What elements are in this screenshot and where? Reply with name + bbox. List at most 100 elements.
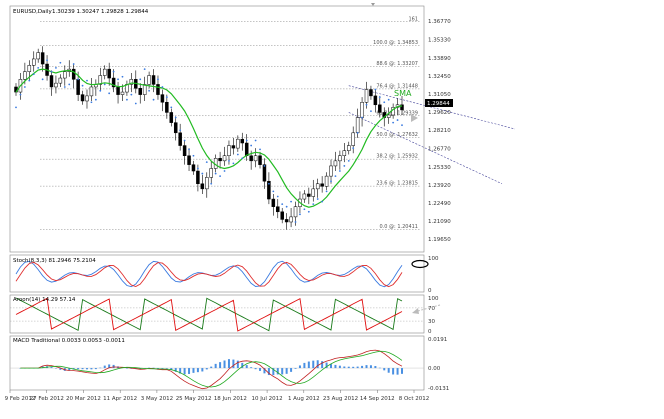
- candle-body: [165, 102, 169, 113]
- sma-line: [15, 68, 403, 208]
- stoch-highlight-ellipse: [411, 259, 429, 269]
- sar-dot: [370, 110, 372, 113]
- sar-dot: [41, 78, 44, 81]
- candle-body: [315, 183, 320, 190]
- sar-dot: [272, 190, 275, 193]
- candle-body: [80, 94, 85, 102]
- sar-dot: [197, 167, 199, 170]
- sar-dot: [387, 98, 390, 101]
- candle-body: [200, 183, 205, 190]
- macd-hist-bar: [161, 368, 164, 369]
- sar-dot: [152, 98, 155, 101]
- candle-body: [244, 142, 249, 156]
- candle-body: [160, 94, 165, 103]
- macd-hist-bar: [303, 362, 306, 369]
- candle-body: [218, 158, 222, 162]
- sar-dot: [63, 86, 66, 88]
- candle-body: [222, 155, 227, 162]
- macd-hist-bar: [298, 365, 301, 369]
- sar-dot: [245, 139, 248, 142]
- candle-body: [373, 95, 378, 106]
- candle-body: [169, 112, 174, 123]
- macd-hist-bar: [108, 364, 111, 369]
- candle-body: [351, 132, 355, 146]
- aroon-arrow-icon: [412, 308, 419, 314]
- y-tick-label: 1.32450: [428, 74, 451, 80]
- sar-dot: [37, 66, 40, 69]
- aroon-label: Aroon(14) 14.29 57.14: [13, 297, 76, 303]
- sar-dot: [352, 147, 355, 150]
- fib-label: 61.8 @: 1.29339: [376, 110, 418, 116]
- macd-y-tick: 0.00: [428, 366, 441, 372]
- candle-body: [289, 216, 293, 223]
- macd-hist-bar: [387, 368, 390, 373]
- candle-body: [182, 145, 187, 156]
- macd-hist-bar: [396, 368, 399, 375]
- sar-dot: [126, 98, 128, 101]
- sar-dot: [23, 86, 26, 88]
- sar-dot: [321, 200, 324, 203]
- macd-hist-bar: [263, 368, 266, 374]
- x-tick-label: 20 Mar 2012: [66, 396, 101, 402]
- aroon-down-line: [15, 297, 403, 332]
- candle-body: [178, 132, 182, 146]
- sar-dot: [236, 153, 239, 156]
- macd-hist-bar: [85, 368, 88, 370]
- macd-hist-bar: [192, 368, 195, 373]
- x-tick-label: 27 Feb 2012: [30, 396, 64, 402]
- candle-body: [205, 177, 209, 190]
- macd-y-tick: -0.0131: [428, 386, 449, 392]
- candle-body: [102, 68, 107, 76]
- candle-body: [262, 164, 267, 182]
- fib-label: 0.0 @: 1.20411: [380, 224, 419, 230]
- candle-body: [63, 71, 67, 79]
- y-tick-label: 1.25330: [428, 165, 451, 171]
- sar-dot: [356, 131, 359, 134]
- macd-hist-bar: [392, 368, 395, 375]
- macd-hist-bar: [272, 368, 275, 376]
- sar-dot: [401, 124, 403, 127]
- y-tick-label: 1.19650: [428, 237, 451, 243]
- macd-hist-bar: [236, 360, 239, 369]
- sar-dot: [232, 162, 235, 165]
- macd-hist-bar: [365, 365, 368, 369]
- stoch-label: Stoch(8,3,3) 81.2946 75.2104: [13, 258, 96, 264]
- macd-hist-bar: [59, 368, 62, 370]
- sar-dot: [383, 101, 386, 104]
- macd-hist-bar: [148, 367, 151, 369]
- sar-dot: [250, 144, 253, 147]
- main-panel: [9, 5, 425, 253]
- upper-trendline: [348, 85, 516, 130]
- macd-hist-bar: [94, 368, 97, 370]
- sar-dot: [143, 68, 146, 71]
- macd-hist-bar: [378, 367, 381, 369]
- stoch-y-tick: 0: [428, 288, 432, 294]
- fib-label: 23.6 @: 1.23815: [376, 181, 418, 187]
- sar-dot: [99, 89, 102, 92]
- macd-hist-bar: [276, 368, 279, 375]
- candle-body: [253, 155, 258, 162]
- candle-body: [89, 86, 94, 97]
- macd-hist-bar: [241, 362, 244, 369]
- macd-hist-bar: [316, 360, 319, 369]
- macd-hist-bar: [68, 368, 71, 371]
- x-tick-label: 14 Sep 2012: [360, 396, 395, 402]
- macd-hist-bar: [281, 368, 284, 375]
- macd-hist-bar: [285, 368, 288, 374]
- sar-dot: [170, 106, 173, 109]
- sar-dot: [117, 78, 119, 81]
- sar-dot: [130, 93, 133, 96]
- y-tick-label: 1.21090: [428, 219, 451, 225]
- macd-hist-bar: [112, 364, 115, 369]
- sar-dot: [303, 208, 306, 211]
- candle-body: [40, 52, 45, 65]
- macd-hist-bar: [77, 368, 80, 370]
- fib-label: 76.4 @: 1.31448: [376, 83, 418, 89]
- sar-dot: [55, 66, 57, 69]
- sar-dot: [192, 154, 195, 157]
- sar-dot: [365, 103, 368, 106]
- sar-dot: [108, 92, 111, 95]
- x-tick-label: 9 Feb 2012: [5, 396, 36, 402]
- sar-dot: [347, 159, 350, 162]
